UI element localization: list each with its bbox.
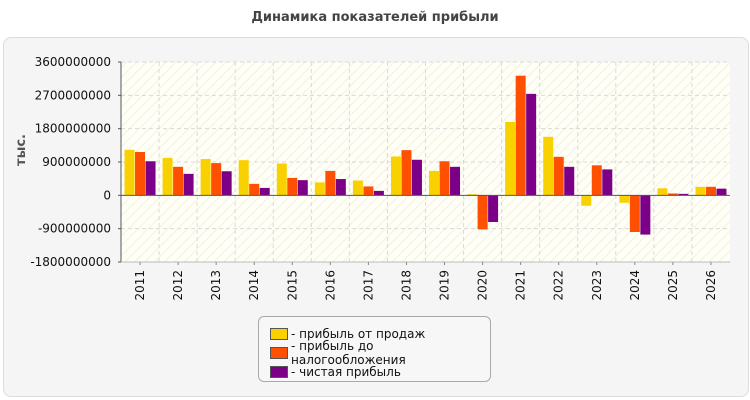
bar-s1-2021 bbox=[515, 75, 526, 196]
legend-swatch-sales-profit bbox=[270, 327, 288, 340]
legend-label-pretax-profit: - прибыль до налогообложения bbox=[291, 338, 406, 367]
legend-label-sales-profit: - прибыль от продаж bbox=[291, 326, 426, 341]
y-tick-label: 3600000000 bbox=[35, 55, 111, 69]
bar-s2-2024 bbox=[640, 195, 651, 235]
bar-s1-2026 bbox=[705, 186, 716, 196]
bar-s0-2025 bbox=[657, 188, 668, 196]
bar-s1-2012 bbox=[173, 166, 184, 196]
y-tick-label: -1800000000 bbox=[30, 255, 111, 269]
bar-s0-2014 bbox=[238, 160, 249, 196]
bar-s2-2022 bbox=[564, 166, 575, 196]
y-tick-label: 1800000000 bbox=[35, 122, 111, 136]
x-tick-label-2020: 2020 bbox=[476, 270, 490, 301]
bar-s1-2025 bbox=[667, 193, 678, 196]
bar-s1-2023 bbox=[591, 165, 602, 196]
x-tick-label-2013: 2013 bbox=[209, 270, 223, 301]
bar-s0-2023 bbox=[581, 195, 592, 206]
x-tick-label-2011: 2011 bbox=[133, 270, 147, 301]
x-tick-label-2018: 2018 bbox=[399, 270, 413, 301]
legend-item-pretax-profit: - прибыль до налогообложения bbox=[270, 339, 490, 367]
legend-label-net-profit: - чистая прибыль bbox=[291, 364, 401, 379]
gridlines bbox=[121, 61, 730, 263]
bar-s0-2020 bbox=[467, 194, 478, 196]
bar-s0-2024 bbox=[619, 195, 630, 203]
x-tick-label-2012: 2012 bbox=[171, 270, 185, 301]
x-tick-label-2022: 2022 bbox=[552, 270, 566, 301]
x-tick-label-2019: 2019 bbox=[438, 270, 452, 301]
bar-s2-2015 bbox=[297, 180, 308, 196]
bar-s1-2024 bbox=[629, 195, 640, 232]
bar-s0-2017 bbox=[352, 180, 363, 196]
chart-title: Динамика показателей прибыли bbox=[251, 10, 499, 25]
y-tick-label: 900000000 bbox=[42, 155, 111, 169]
bar-s2-2016 bbox=[335, 179, 346, 196]
bar-s1-2011 bbox=[135, 152, 146, 196]
bar-s0-2012 bbox=[162, 157, 173, 196]
bar-s2-2014 bbox=[259, 187, 270, 196]
bar-s1-2018 bbox=[401, 150, 412, 196]
y-tick-label: 2700000000 bbox=[35, 88, 111, 102]
legend-item-sales-profit: - прибыль от продаж bbox=[270, 324, 490, 343]
legend-swatch-pretax-profit bbox=[270, 346, 288, 359]
legend-swatch-net-profit bbox=[270, 365, 288, 378]
bar-s1-2020 bbox=[477, 195, 488, 230]
bar-s2-2011 bbox=[145, 161, 156, 196]
bar-s0-2013 bbox=[200, 159, 211, 196]
legend-item-net-profit: - чистая прибыль bbox=[270, 362, 490, 381]
bar-s1-2016 bbox=[325, 170, 336, 196]
x-tick-label-2024: 2024 bbox=[628, 270, 642, 301]
bar-s1-2013 bbox=[211, 163, 222, 196]
x-tick-label-2021: 2021 bbox=[514, 270, 528, 301]
bar-s2-2026 bbox=[716, 188, 727, 196]
x-tick-label-2014: 2014 bbox=[247, 270, 261, 301]
bar-s1-2015 bbox=[287, 177, 298, 196]
bar-s0-2026 bbox=[695, 186, 706, 196]
y-tick-label: -900000000 bbox=[38, 222, 111, 236]
y-tick-label: 0 bbox=[103, 188, 111, 202]
x-tick-label-2026: 2026 bbox=[704, 270, 718, 301]
bar-s0-2021 bbox=[505, 122, 516, 196]
bar-s0-2015 bbox=[276, 163, 287, 196]
x-tick-label-2016: 2016 bbox=[323, 270, 337, 301]
bars bbox=[124, 75, 727, 235]
bar-s2-2020 bbox=[488, 195, 499, 222]
bar-s0-2019 bbox=[429, 170, 440, 196]
x-tick-label-2017: 2017 bbox=[361, 270, 375, 301]
x-tick-label-2015: 2015 bbox=[285, 270, 299, 301]
bar-s0-2011 bbox=[124, 149, 135, 196]
x-tick-label-2025: 2025 bbox=[666, 270, 680, 301]
bar-s1-2019 bbox=[439, 161, 450, 196]
bar-s2-2017 bbox=[373, 190, 384, 196]
bar-s1-2014 bbox=[249, 183, 260, 196]
bar-s1-2022 bbox=[553, 156, 564, 196]
bar-s2-2025 bbox=[678, 193, 689, 196]
bar-s0-2016 bbox=[314, 182, 325, 196]
bar-s0-2018 bbox=[390, 156, 401, 196]
bar-s1-2017 bbox=[363, 186, 374, 196]
bar-s2-2023 bbox=[602, 169, 613, 196]
bar-s2-2013 bbox=[221, 171, 232, 196]
x-axis-ticks: 2011 2012 2013 2014 2015 2016 2017 2018 2019 2020… bbox=[133, 262, 718, 301]
x-tick-label-2023: 2023 bbox=[590, 270, 604, 301]
bar-s2-2021 bbox=[526, 93, 537, 196]
y-axis-label: тыс. bbox=[14, 134, 29, 166]
y-axis-ticks: 3600000000 2700000000 1800000000 900000000 0… bbox=[30, 55, 121, 269]
bar-s2-2018 bbox=[411, 159, 422, 196]
bar-s0-2022 bbox=[543, 136, 554, 196]
bar-s2-2019 bbox=[450, 166, 461, 196]
legend: - прибыль от продаж - прибыль до налогоо… bbox=[258, 316, 491, 382]
bar-s2-2012 bbox=[183, 173, 194, 196]
